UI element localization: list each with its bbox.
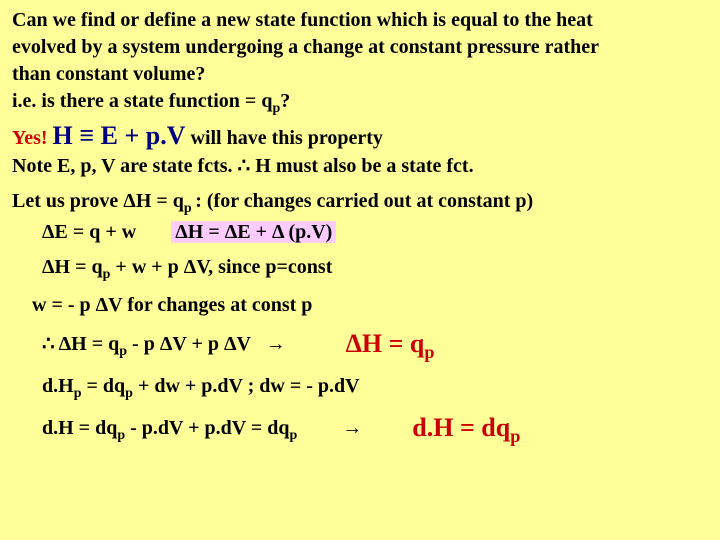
arrow-2: →: [342, 417, 362, 439]
def-tail: will have this property: [186, 127, 383, 149]
eq4d: - p ΔV + p ΔV: [127, 333, 266, 355]
res2a: d.H = dq: [412, 413, 510, 442]
eq4sub: p: [119, 344, 127, 359]
eq-3: w = - p ΔV for changes at const p: [32, 293, 708, 318]
therefore-symbol: ∴: [238, 155, 251, 177]
eq-4: ∴ ΔH = qp - p ΔV + p ΔV → ΔH = qp: [42, 328, 708, 364]
eq2c: + w + p ΔV, since p=const: [110, 256, 332, 278]
eq-5: d.Hp = dqp + dw + p.dV ; dw = - p.dV: [42, 374, 708, 403]
note-a: Note E, p, V are state fcts.: [12, 155, 238, 177]
prove-c: : (for changes carried out at constant p…: [195, 190, 533, 212]
eq5c: = dq: [81, 375, 125, 397]
eq5a: d.H: [42, 375, 74, 397]
eq-6: d.H = dqp - p.dV + p.dV = dqp → d.H = dq…: [42, 412, 708, 448]
prove-line: Let us prove ΔH = qp : (for changes carr…: [12, 189, 708, 218]
prove-sub: p: [184, 201, 195, 216]
eq-2: ΔH = qp + w + p ΔV, since p=const: [42, 255, 708, 284]
eq-1: ΔE = q + w ΔH = ΔE + Δ (p.V): [42, 220, 708, 245]
question-line-3: than constant volume?: [12, 62, 708, 87]
note-line: Note E, p, V are state fcts. ∴ H must al…: [12, 154, 708, 179]
res1a: ΔH = q: [346, 329, 425, 358]
therefore-2: ∴: [42, 333, 55, 355]
question-line-1: Can we find or define a new state functi…: [12, 8, 708, 33]
eq6c: - p.dV + p.dV = dq: [125, 417, 289, 439]
question-line-2: evolved by a system undergoing a change …: [12, 35, 708, 60]
prove-a: Let us prove ΔH = q: [12, 190, 184, 212]
res1sub: p: [424, 342, 434, 362]
eq4b: ΔH = q: [55, 333, 120, 355]
definition-line: Yes! H ≡ E + p.V will have this property: [12, 120, 708, 153]
eq1a: ΔE = q + w: [42, 221, 136, 243]
eq2a: ΔH = q: [42, 256, 103, 278]
arrow-1: →: [266, 333, 286, 355]
q4-text: i.e. is there a state function = q: [12, 90, 272, 112]
H-def: H ≡ E + p.V: [53, 121, 186, 150]
result-2: d.H = dqp: [412, 412, 520, 448]
eq5e: + dw + p.dV ; dw = - p.dV: [133, 375, 360, 397]
eq6gap: [297, 417, 342, 439]
eq6a: d.H = dq: [42, 417, 117, 439]
eq1b-highlight: ΔH = ΔE + Δ (p.V): [171, 221, 336, 243]
eq5sub2: p: [125, 386, 133, 401]
note-c: H must also be a state fct.: [250, 155, 473, 177]
eq6sub1: p: [117, 428, 125, 443]
eq1gap: [136, 221, 171, 243]
result-1: ΔH = qp: [346, 328, 435, 364]
question-line-4: i.e. is there a state function = qp?: [12, 89, 708, 118]
yes-label: Yes!: [12, 127, 53, 149]
res2sub: p: [510, 427, 520, 447]
q4-tail: ?: [280, 90, 290, 112]
